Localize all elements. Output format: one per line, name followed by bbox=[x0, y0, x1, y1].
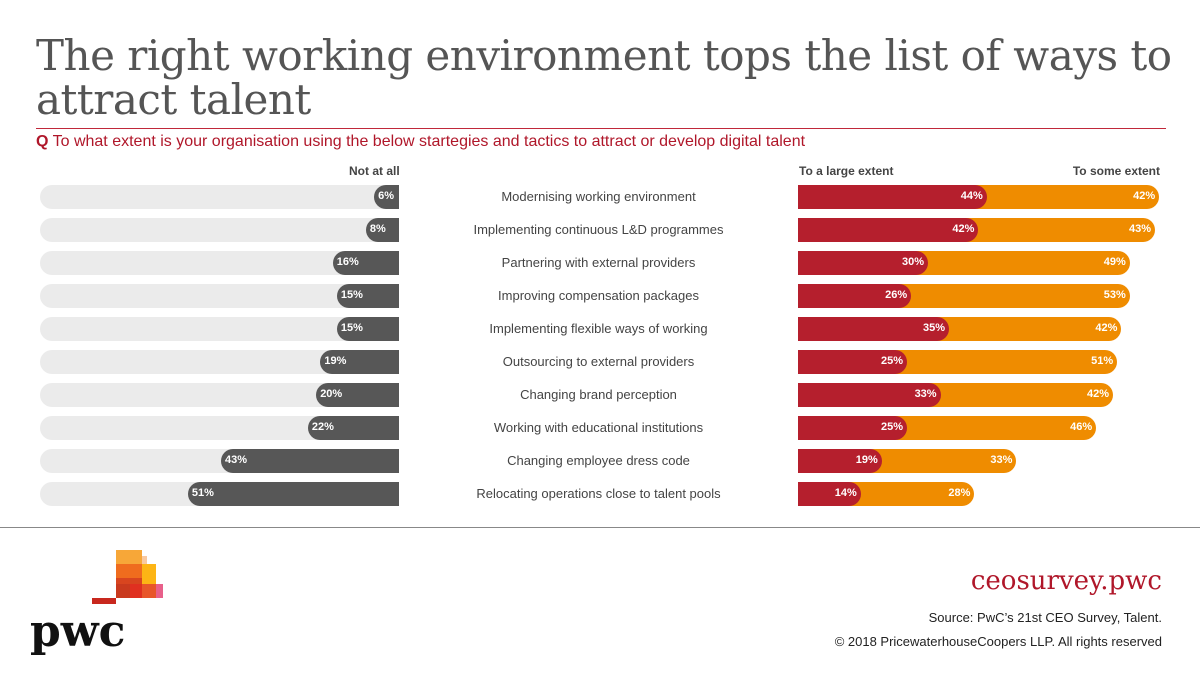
bar-large-extent: 25% bbox=[798, 350, 907, 374]
header-not-at-all: Not at all bbox=[349, 164, 400, 178]
category-label: Changing employee dress code bbox=[507, 453, 690, 468]
label-large-extent: 42% bbox=[952, 223, 975, 235]
bar-large-extent: 14% bbox=[798, 482, 861, 506]
category-label: Partnering with external providers bbox=[501, 255, 696, 270]
category-label: Modernising working environment bbox=[501, 189, 696, 204]
label-some-extent: 46% bbox=[1070, 421, 1093, 433]
title-divider bbox=[36, 128, 1166, 129]
category-label: Outsourcing to external providers bbox=[502, 354, 695, 369]
chart-row: 20% Changing brand perception 42% 33% bbox=[0, 383, 1200, 407]
label-large-extent: 14% bbox=[834, 487, 857, 499]
bar-track bbox=[40, 218, 399, 242]
footer-divider bbox=[0, 527, 1200, 528]
bar-large-extent: 42% bbox=[798, 218, 979, 242]
chart-row: 22% Working with educational institution… bbox=[0, 416, 1200, 440]
bar-large-extent: 25% bbox=[798, 416, 907, 440]
label-not-at-all: 51% bbox=[191, 487, 214, 499]
label-some-extent: 42% bbox=[1086, 388, 1109, 400]
bar-not-at-all: 19% bbox=[320, 350, 399, 374]
bar-not-at-all: 8% bbox=[365, 218, 399, 242]
category-label: Implementing flexible ways of working bbox=[489, 321, 708, 336]
chart-row: 51% Relocating operations close to talen… bbox=[0, 482, 1200, 506]
label-not-at-all: 8% bbox=[369, 223, 386, 235]
label-some-extent: 42% bbox=[1133, 190, 1156, 202]
bar-not-at-all: 51% bbox=[187, 482, 399, 506]
bar-not-at-all: 16% bbox=[332, 251, 399, 275]
bar-large-extent: 30% bbox=[798, 251, 928, 275]
category-label: Implementing continuous L&D programmes bbox=[473, 222, 724, 237]
chart-row: 15% Implementing flexible ways of workin… bbox=[0, 317, 1200, 341]
label-some-extent: 33% bbox=[990, 454, 1013, 466]
bar-large-extent: 35% bbox=[798, 317, 949, 341]
label-large-extent: 19% bbox=[855, 454, 878, 466]
chart-row: 8% Implementing continuous L&D programme… bbox=[0, 218, 1200, 242]
label-some-extent: 28% bbox=[948, 487, 971, 499]
label-some-extent: 43% bbox=[1128, 223, 1151, 235]
question-prefix: Q bbox=[36, 133, 49, 150]
header-some-extent: To some extent bbox=[1072, 164, 1160, 178]
source-note: Source: PwC’s 21st CEO Survey, Talent. bbox=[928, 610, 1162, 625]
label-some-extent: 51% bbox=[1091, 355, 1114, 367]
pwc-logo: pwc bbox=[30, 550, 163, 657]
question: Q To what extent is your organisation us… bbox=[36, 133, 805, 151]
site-link[interactable]: ceosurvey.pwc bbox=[970, 566, 1162, 596]
header-large-extent: To a large extent bbox=[799, 164, 894, 178]
label-not-at-all: 16% bbox=[336, 256, 359, 268]
label-large-extent: 44% bbox=[960, 190, 983, 202]
category-label: Changing brand perception bbox=[520, 387, 677, 402]
label-not-at-all: 6% bbox=[378, 190, 395, 202]
category-label: Improving compensation packages bbox=[498, 288, 699, 303]
bar-not-at-all: 15% bbox=[336, 317, 399, 341]
chart-row: 19% Outsourcing to external providers 51… bbox=[0, 350, 1200, 374]
label-not-at-all: 20% bbox=[320, 388, 343, 400]
category-label: Working with educational institutions bbox=[493, 420, 704, 435]
bar-large-extent: 33% bbox=[798, 383, 941, 407]
bar-large-extent: 26% bbox=[798, 284, 912, 308]
label-large-extent: 33% bbox=[914, 388, 937, 400]
label-large-extent: 35% bbox=[922, 322, 945, 334]
chart-row: 6% Modernising working environment 42% 4… bbox=[0, 185, 1200, 209]
label-some-extent: 42% bbox=[1095, 322, 1118, 334]
label-large-extent: 25% bbox=[880, 355, 903, 367]
copyright: © 2018 PricewaterhouseCoopers LLP. All r… bbox=[834, 634, 1162, 649]
bar-track bbox=[40, 185, 399, 209]
bar-not-at-all: 15% bbox=[336, 284, 399, 308]
label-not-at-all: 19% bbox=[324, 355, 347, 367]
category-label: Relocating operations close to talent po… bbox=[476, 486, 721, 501]
label-some-extent: 53% bbox=[1103, 289, 1126, 301]
label-not-at-all: 43% bbox=[224, 454, 247, 466]
chart-row: 16% Partnering with external providers 4… bbox=[0, 251, 1200, 275]
label-not-at-all: 15% bbox=[340, 322, 363, 334]
bar-not-at-all: 6% bbox=[374, 185, 399, 209]
label-not-at-all: 22% bbox=[311, 421, 334, 433]
chart-row: 15% Improving compensation packages 53% … bbox=[0, 284, 1200, 308]
bar-not-at-all: 20% bbox=[316, 383, 399, 407]
question-text: To what extent is your organisation usin… bbox=[52, 133, 806, 150]
label-some-extent: 49% bbox=[1103, 256, 1126, 268]
label-large-extent: 30% bbox=[901, 256, 924, 268]
svg-text:pwc: pwc bbox=[30, 606, 125, 657]
label-large-extent: 26% bbox=[885, 289, 908, 301]
bar-not-at-all: 43% bbox=[220, 449, 399, 473]
label-not-at-all: 15% bbox=[340, 289, 363, 301]
bar-large-extent: 19% bbox=[798, 449, 882, 473]
chart-row: 43% Changing employee dress code 33% 19% bbox=[0, 449, 1200, 473]
bar-not-at-all: 22% bbox=[307, 416, 399, 440]
page-title: The right working environment tops the l… bbox=[36, 31, 1172, 124]
bar-large-extent: 44% bbox=[798, 185, 987, 209]
label-large-extent: 25% bbox=[880, 421, 903, 433]
